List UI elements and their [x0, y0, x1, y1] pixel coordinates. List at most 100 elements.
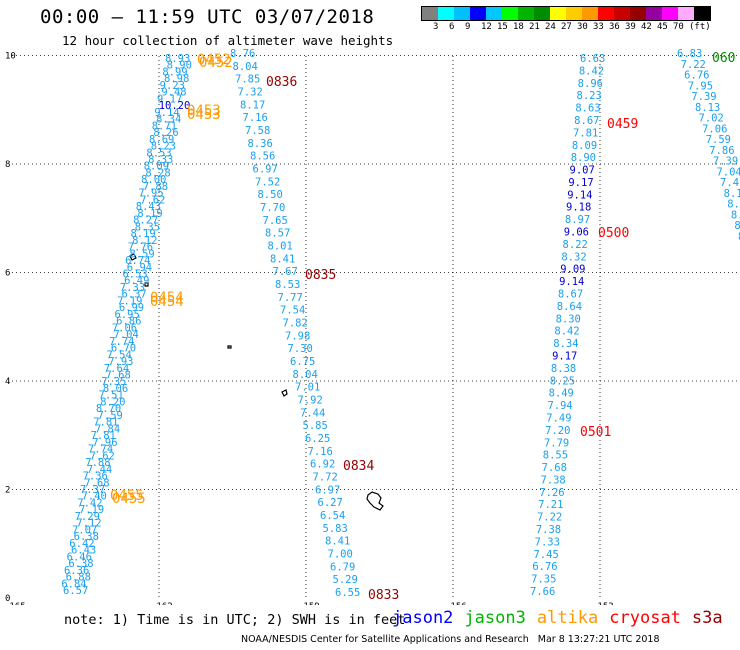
- satellite-cryosat: cryosat: [609, 608, 681, 628]
- wave-height-label: 7.84: [95, 423, 120, 435]
- x-tick-label: -159: [298, 602, 320, 605]
- wave-height-label: 9.14: [567, 189, 592, 201]
- wave-height-label: 8.42: [554, 326, 579, 338]
- wave-height-label: 7.67: [273, 266, 298, 278]
- wave-height-label: 8.57: [265, 228, 290, 240]
- wave-height-label: 6.55: [335, 587, 360, 599]
- wave-height-label: 8.41: [270, 253, 295, 265]
- wave-height-label: 8.56: [250, 151, 275, 163]
- wave-height-label: 8.55: [543, 450, 568, 462]
- wave-height-label: 9.17: [568, 177, 593, 189]
- wave-height-label: 8.19: [137, 208, 162, 220]
- wave-height-label: 7.65: [263, 215, 288, 227]
- legend-label: 33: [593, 22, 604, 32]
- legend-swatch: [614, 7, 630, 20]
- wave-height-label: 8.59: [129, 248, 154, 260]
- wave-height-label: 8.93: [165, 53, 190, 65]
- grid-lines: [12, 55, 740, 598]
- wave-height-label: 7.22: [681, 59, 706, 71]
- wave-height-label: 8.50: [258, 189, 283, 201]
- wave-height-label: 7.33: [120, 282, 145, 294]
- wave-height-label: 8.97: [565, 214, 590, 226]
- wave-height-label: 8.67: [558, 289, 583, 301]
- wave-height-label: 7.44: [87, 464, 112, 476]
- satellite-altika: altika: [536, 608, 599, 628]
- wave-height-label: 9.17: [157, 93, 182, 105]
- wave-height-label: 6.79: [330, 561, 355, 573]
- wave-height-label: 6.43: [71, 545, 96, 557]
- wave-height-label: 8.63: [575, 103, 600, 115]
- pass-time-label: 060: [712, 51, 735, 66]
- pass-time-label: 0452: [199, 55, 233, 71]
- wave-height-label: 6.74: [125, 255, 150, 267]
- pass-time-label: 0836: [266, 75, 297, 90]
- legend-labels: 3 6 9 12 15 18 21 24 27 30 33 36 39 42 45 70 (ft): [421, 21, 711, 33]
- wave-height-label: 7.98: [285, 330, 310, 342]
- x-tick-label: -156: [445, 602, 467, 605]
- wave-height-label: 8.69: [149, 134, 174, 146]
- wave-height-label: 8.25: [550, 375, 575, 387]
- wave-height-label: 6.38: [68, 558, 93, 570]
- wave-height-label: 8.27: [133, 215, 158, 227]
- wave-height-label: 8.23: [577, 90, 602, 102]
- wave-height-label: 7.74: [109, 336, 134, 348]
- pass-time-label: 0453: [187, 107, 221, 123]
- wave-height-label: 8.53: [275, 279, 300, 291]
- wave-height-label: 9.17: [552, 350, 577, 362]
- wave-height-label: 7.33: [535, 536, 560, 548]
- legend-swatch: [550, 7, 566, 20]
- wave-height-label: 7.39: [713, 156, 738, 168]
- wave-height-label: 7.20: [545, 425, 570, 437]
- wave-height-label: 8.20: [100, 396, 125, 408]
- wave-height-label: 5.29: [333, 574, 358, 586]
- wave-height-label: 7.19: [117, 295, 142, 307]
- wave-height-label: 7.04: [716, 166, 740, 178]
- wave-height-label: 7.37: [80, 484, 105, 496]
- wave-height-label: 7.01: [295, 382, 320, 394]
- wave-height-label: 8.34: [553, 338, 578, 350]
- wave-height-label: 6.95: [114, 309, 139, 321]
- wave-height-label: 9.48: [161, 87, 186, 99]
- axis-ticks: -165-162-159-156-153-1500246810: [4, 52, 740, 606]
- wave-height-label: 8.34: [156, 114, 181, 126]
- wave-height-label: 7.94: [547, 400, 572, 412]
- legend-swatch: [486, 7, 502, 20]
- wave-height-label: 7.68: [106, 370, 131, 382]
- wave-height-label: 6.75: [290, 356, 315, 368]
- pass-time-label: 0453: [187, 103, 221, 119]
- wave-height-label: 6.86: [116, 316, 141, 328]
- wave-height-label: 8.49: [549, 388, 574, 400]
- wave-height-label: 7.62: [140, 194, 165, 206]
- wave-height-label: 7.30: [288, 343, 313, 355]
- wave-height-label: 5.83: [323, 523, 348, 535]
- wave-height-label: 6.53: [122, 268, 147, 280]
- wave-height-label: 7.81: [93, 417, 118, 429]
- legend-label: 3: [433, 22, 439, 32]
- pass-time-label: 0454: [150, 294, 184, 310]
- wave-height-label: 8.13: [695, 102, 720, 114]
- wave-height-label: 6.94: [127, 262, 152, 274]
- map-plot: -165-162-159-156-153-1500246810 8.938.90…: [4, 48, 740, 606]
- wave-height-label: 7.54: [280, 305, 305, 317]
- legend-swatch: [646, 7, 662, 20]
- wave-height-label: 7.62: [90, 450, 115, 462]
- wave-height-label: 7.88: [143, 181, 168, 193]
- wave-height-label: 9.06: [564, 227, 589, 239]
- y-tick-label: 6: [5, 269, 10, 279]
- satellite-jason3: jason3: [464, 608, 526, 628]
- legend-swatch: [470, 7, 486, 20]
- wave-height-label: 7.86: [709, 145, 734, 157]
- wave-height-label: 6.76: [684, 70, 709, 82]
- wave-height-label: 6.97: [315, 484, 340, 496]
- legend-label: 12: [481, 22, 492, 32]
- wave-height-label: 7.82: [283, 318, 308, 330]
- wave-height-label: 9.07: [570, 165, 595, 177]
- wave-height-label: 7.74: [88, 444, 113, 456]
- legend-swatch: [518, 7, 534, 20]
- wave-height-label: 9.23: [160, 80, 185, 92]
- wave-height-label: 7.76: [128, 242, 153, 254]
- legend-label: 36: [609, 22, 620, 32]
- pass-time-label: 0834: [343, 459, 374, 474]
- wave-height-label: 7.32: [238, 87, 263, 99]
- wave-height-label: 8.26: [153, 127, 178, 139]
